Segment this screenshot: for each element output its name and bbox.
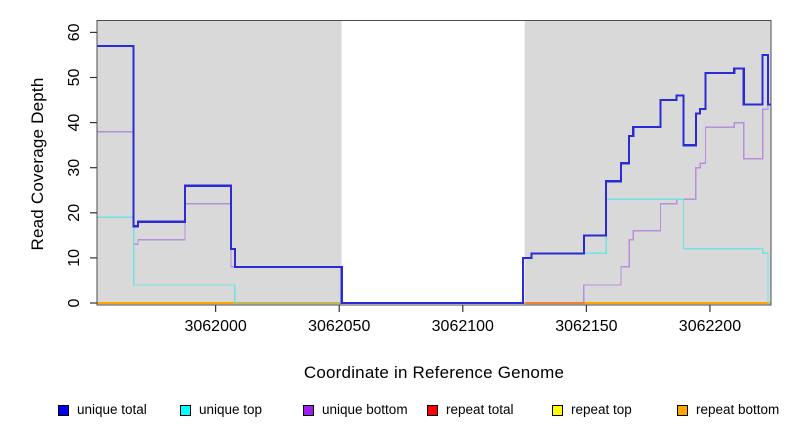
legend-label: repeat total: [446, 402, 514, 417]
x-tick-label: 3062000: [184, 318, 246, 335]
legend-item-unique-bottom: unique bottom: [303, 401, 408, 419]
legend-item-repeat-bottom: repeat bottom: [677, 401, 779, 419]
shaded-region-covered-region-left: [97, 21, 342, 305]
legend-label: unique total: [77, 402, 147, 417]
legend-item-repeat-top: repeat top: [552, 401, 632, 419]
legend-swatch-icon: [303, 404, 314, 416]
legend-label: unique top: [199, 402, 263, 417]
legend-swatch-icon: [180, 404, 191, 416]
legend-item-unique-total: unique total: [58, 401, 147, 419]
y-tick-label: 20: [66, 204, 83, 222]
legend-label: repeat bottom: [696, 402, 780, 417]
legend-item-repeat-total: repeat total: [427, 401, 514, 419]
legend: unique total unique top unique bottom repea…: [0, 401, 792, 421]
legend-swatch-icon: [552, 404, 563, 416]
legend-label: repeat top: [571, 402, 632, 417]
y-axis-title: Read Coverage Depth: [28, 77, 47, 251]
x-tick-label: 3062100: [432, 318, 494, 335]
legend-label: unique bottom: [322, 402, 408, 417]
y-tick-label: 10: [66, 249, 83, 267]
y-tick-label: 40: [66, 114, 83, 132]
y-tick-label: 50: [66, 69, 83, 87]
series-line-unique-bottom: [97, 103, 771, 304]
plot-frame: [96, 20, 772, 306]
legend-swatch-icon: [677, 404, 688, 416]
y-tick-label: 0: [66, 298, 83, 307]
series-line-unique-total: [97, 44, 771, 305]
x-axis-title: Coordinate in Reference Genome: [303, 363, 565, 382]
y-tick-label: 60: [66, 23, 83, 41]
shaded-region-coverage-gap: [341, 21, 525, 305]
x-tick-label: 3062050: [308, 318, 370, 335]
x-tick-label: 3062150: [555, 318, 617, 335]
x-tick-label: 3062200: [679, 318, 741, 335]
y-tick-label: 30: [66, 159, 83, 177]
legend-item-unique-top: unique top: [180, 401, 262, 419]
legend-swatch-icon: [427, 404, 438, 416]
shaded-region-covered-region-right: [524, 21, 771, 305]
legend-swatch-icon: [58, 404, 69, 416]
